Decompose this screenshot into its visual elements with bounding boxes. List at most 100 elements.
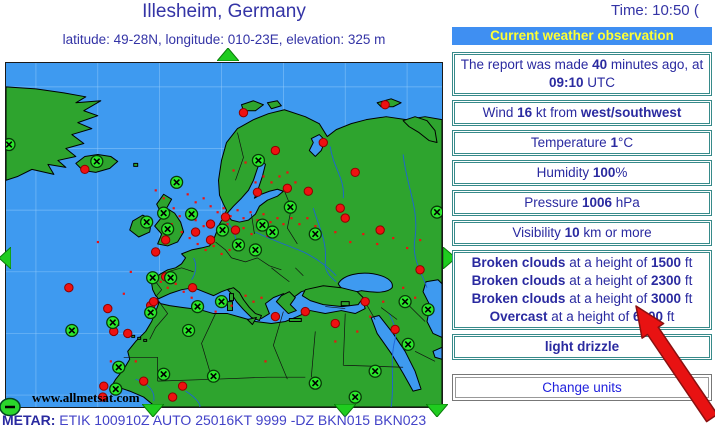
station-dot-red[interactable]	[190, 227, 201, 237]
station-marker-green[interactable]	[430, 205, 442, 219]
station-speck	[314, 225, 317, 228]
temperature-text: Temperature 1°C	[454, 132, 710, 154]
station-marker-green[interactable]	[251, 153, 266, 168]
station-marker-green[interactable]	[109, 382, 123, 396]
report-box: The report was made 40 minutes ago, at 0…	[452, 52, 712, 96]
change-units-link[interactable]: Change units	[542, 380, 622, 395]
map-canvas[interactable]	[6, 63, 442, 407]
station-dot-red[interactable]	[282, 183, 293, 193]
pan-down-arrow-3[interactable]	[426, 404, 448, 417]
station-dot-red[interactable]	[270, 311, 281, 322]
station-marker-green[interactable]	[112, 360, 126, 374]
europe-weather-map[interactable]: www.allmetsat.com	[5, 62, 443, 408]
station-speck	[334, 231, 337, 234]
station-dot-red[interactable]	[98, 392, 108, 402]
station-dot-red[interactable]	[64, 283, 74, 293]
station-marker-green[interactable]	[140, 215, 154, 229]
station-marker-green[interactable]	[206, 369, 221, 383]
station-marker-green[interactable]	[401, 337, 415, 351]
station-dot-red[interactable]	[160, 235, 171, 245]
station-marker-green[interactable]	[144, 305, 158, 320]
station-marker-green[interactable]	[308, 227, 322, 241]
station-speck	[212, 244, 215, 248]
station-dot-red[interactable]	[330, 318, 340, 329]
station-dot-red[interactable]	[375, 225, 385, 235]
station-marker-green[interactable]	[157, 367, 171, 381]
station-dot-red[interactable]	[335, 203, 345, 213]
station-marker-green[interactable]	[421, 302, 435, 317]
station-marker-green[interactable]	[169, 175, 184, 189]
station-dot-red[interactable]	[318, 137, 328, 148]
station-marker-green[interactable]	[157, 206, 171, 220]
pan-right-arrow[interactable]	[443, 247, 456, 269]
station-dot-red[interactable]	[230, 225, 241, 235]
station-speck	[129, 270, 132, 273]
station-speck	[134, 360, 137, 363]
pan-down-arrow-2[interactable]	[334, 404, 356, 417]
station-dot-red[interactable]	[270, 145, 281, 156]
station-marker-green[interactable]	[265, 225, 280, 239]
station-dot-red[interactable]	[390, 324, 400, 335]
station-dot-red[interactable]	[350, 167, 360, 178]
station-marker-green[interactable]	[214, 295, 229, 309]
station-speck	[294, 181, 297, 184]
station-marker-green[interactable]	[106, 315, 120, 330]
pan-up-arrow[interactable]	[217, 48, 239, 61]
station-speck	[362, 233, 365, 236]
station-dot-red[interactable]	[415, 265, 425, 275]
station-dot-red[interactable]	[148, 296, 159, 307]
station-speck	[250, 233, 253, 236]
station-marker-green[interactable]	[6, 137, 16, 152]
station-speck	[270, 181, 273, 184]
station-marker-green[interactable]	[184, 207, 199, 221]
station-dot-red[interactable]	[252, 187, 263, 197]
station-speck	[376, 242, 379, 246]
med-peninsulas	[115, 285, 364, 342]
station-marker-green[interactable]	[398, 295, 412, 309]
station-dot-red[interactable]	[238, 108, 249, 118]
station-dot-red[interactable]	[177, 381, 188, 391]
station-marker-green[interactable]	[348, 390, 362, 404]
station-marker-green[interactable]	[163, 271, 178, 285]
pan-left-arrow[interactable]	[0, 247, 11, 269]
station-dot-red[interactable]	[205, 235, 216, 245]
station-speck	[262, 175, 265, 178]
pan-down-arrow-1[interactable]	[142, 404, 164, 417]
station-marker-green[interactable]	[146, 271, 160, 285]
station-speck	[182, 290, 185, 293]
station-marker-green[interactable]	[181, 323, 196, 338]
station-marker-green[interactable]	[368, 364, 382, 378]
station-dot-red[interactable]	[80, 164, 90, 175]
station-dot-red[interactable]	[138, 376, 149, 386]
station-speck	[260, 296, 263, 299]
wind-text: Wind 16 kt from west/southwest	[454, 102, 710, 124]
station-marker-green[interactable]	[255, 218, 270, 232]
station-dot-red[interactable]	[103, 303, 113, 314]
station-marker-green[interactable]	[308, 376, 322, 390]
station-dot-red[interactable]	[205, 219, 216, 229]
station-dot-red[interactable]	[150, 247, 161, 257]
station-speck	[254, 181, 257, 184]
station-dot-red[interactable]	[303, 186, 313, 196]
station-speck	[166, 286, 169, 289]
station-dot-red[interactable]	[187, 283, 198, 293]
station-marker-green[interactable]	[65, 323, 79, 338]
station-dot-red[interactable]	[167, 392, 178, 402]
station-dot-red[interactable]	[380, 100, 390, 110]
station-marker-green[interactable]	[215, 223, 230, 237]
station-marker-green[interactable]	[90, 154, 104, 169]
station-dot-red[interactable]	[220, 212, 231, 222]
station-dot-red[interactable]	[123, 328, 133, 339]
station-marker-green[interactable]	[231, 238, 246, 252]
station-dot-red[interactable]	[360, 296, 370, 307]
station-dot-red[interactable]	[300, 306, 311, 317]
station-speck	[298, 223, 301, 226]
station-marker-green[interactable]	[190, 299, 205, 314]
zoom-out-button[interactable]	[0, 397, 22, 417]
station-dot-red[interactable]	[340, 213, 350, 223]
station-dot-red[interactable]	[99, 381, 109, 391]
station-marker-green[interactable]	[160, 222, 175, 236]
station-speck	[406, 246, 409, 250]
station-marker-green[interactable]	[283, 200, 297, 214]
station-marker-green[interactable]	[248, 243, 263, 257]
